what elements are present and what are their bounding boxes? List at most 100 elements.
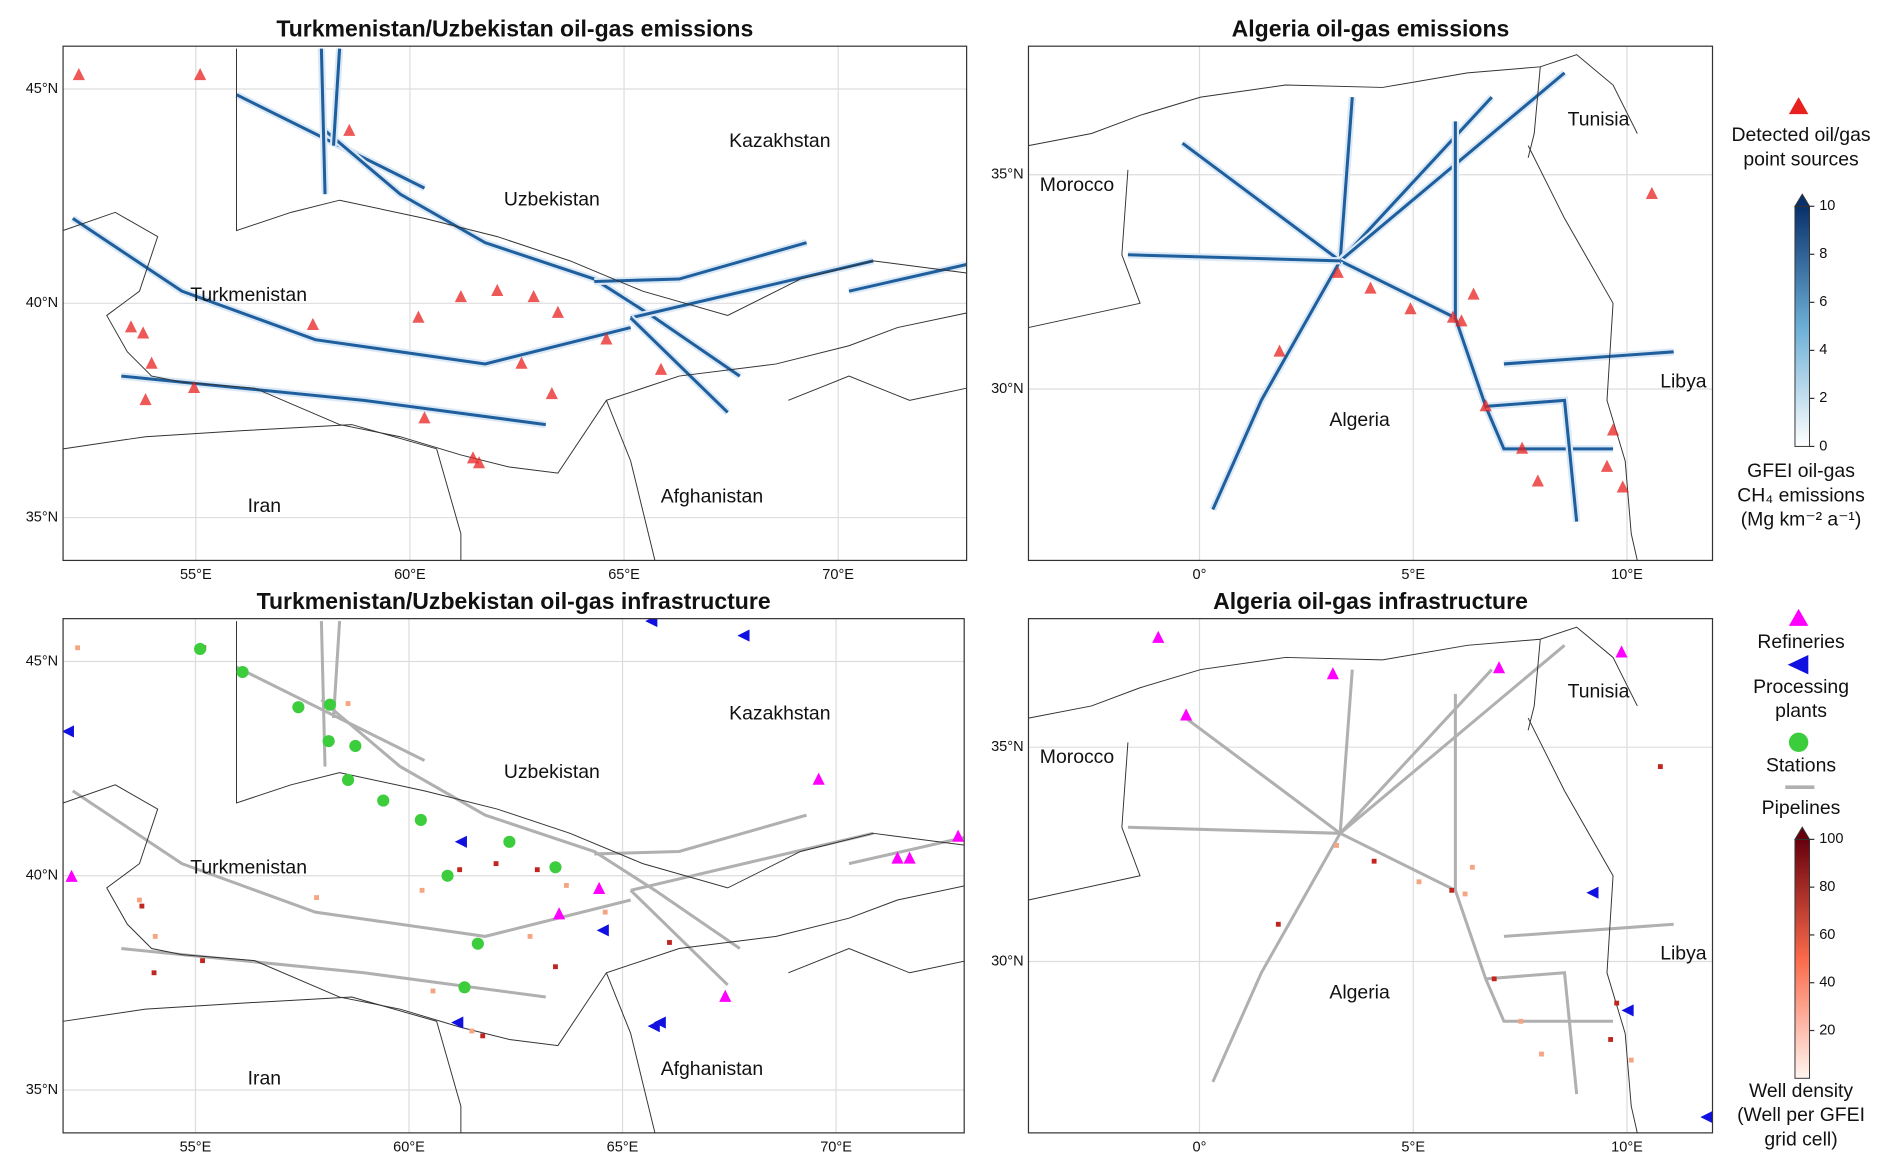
station [323, 698, 336, 711]
legend-label: Processing [1753, 676, 1849, 698]
refinery [952, 829, 965, 842]
point-source [654, 362, 668, 375]
well-cell [469, 1028, 475, 1034]
well-cell [563, 883, 569, 888]
panel-frame [62, 618, 965, 1134]
map-content [63, 46, 967, 561]
country-label: Libya [1660, 370, 1707, 392]
well-cell [1657, 764, 1663, 770]
well-cell [457, 867, 463, 873]
well-colorbar-extend [1794, 826, 1811, 840]
colorbar-tick-label: 4 [1819, 342, 1827, 358]
point-source [137, 326, 150, 339]
x-tick-label: 55°E [180, 567, 212, 583]
station [349, 739, 362, 753]
colorbar-tick-label: 2 [1819, 390, 1827, 406]
pipeline [1339, 644, 1566, 835]
pipeline [848, 263, 967, 293]
point-source [124, 320, 138, 333]
x-tick-label: 65°E [607, 1139, 639, 1155]
station [236, 665, 249, 679]
point-source [1467, 287, 1480, 300]
refinery [1152, 630, 1165, 643]
point-source [1331, 265, 1344, 278]
well-cell [152, 933, 158, 939]
point-source [1516, 441, 1529, 454]
country-border [1028, 169, 1141, 329]
legend-point-source [1788, 97, 1809, 115]
country-label: Iran [248, 495, 281, 517]
country-border [788, 948, 965, 974]
panel-title: Algeria oil-gas infrastructure [1213, 588, 1528, 614]
country-border [1527, 639, 1541, 731]
point-source [1616, 480, 1629, 493]
point-source [412, 310, 425, 323]
pipeline-halo [594, 239, 808, 286]
x-tick-label: 60°E [394, 567, 426, 583]
y-tick-label: 45°N [26, 653, 59, 669]
point-source [1645, 186, 1658, 200]
station [441, 869, 454, 882]
pipeline [594, 241, 807, 283]
station [194, 642, 207, 656]
map-panel: 55°E 60°E 65°E 70°E 35°N 40°N 45°N Kazakhstan Uz… [26, 588, 965, 1155]
colorbar-label: (Mg km⁻² a⁻¹) [1741, 509, 1862, 531]
point-source [491, 283, 504, 297]
refinery [1180, 708, 1193, 721]
country-label: Tunisia [1568, 108, 1630, 130]
well-cell [534, 867, 540, 873]
map-panel: 55°E 60°E 65°E 70°E 35°N 40°N 45°N Kazakhstan Uz… [26, 16, 968, 583]
point-source [1455, 314, 1468, 327]
colorbar-tick-label: 8 [1819, 246, 1827, 262]
country-label: Turkmenistan [190, 284, 307, 306]
pipeline [332, 48, 342, 146]
map-content [1028, 46, 1713, 561]
point-source [551, 305, 564, 318]
pipeline [1503, 350, 1674, 366]
country-label: Algeria [1329, 982, 1390, 1004]
panel-title: Turkmenistan/Uzbekistan oil-gas infrastr… [257, 588, 771, 614]
country-label: Uzbekistan [504, 761, 600, 783]
point-source [1479, 399, 1492, 412]
country-label: Iran [248, 1068, 281, 1090]
well-cell [1539, 1051, 1544, 1057]
processing-plant [63, 725, 74, 738]
well-cell [1491, 976, 1497, 982]
processing-plant [645, 618, 658, 628]
x-tick-label: 70°E [820, 1139, 852, 1155]
panel-frame [1027, 618, 1714, 1134]
pipeline [71, 217, 632, 366]
well-cell [1371, 858, 1377, 864]
well-cell [1614, 1000, 1620, 1006]
country-border [605, 972, 656, 1133]
pipeline [320, 126, 741, 378]
pipeline [1485, 971, 1579, 1095]
station [549, 861, 562, 874]
well-colorbar [1794, 838, 1811, 1079]
point-source [1600, 459, 1614, 472]
station [471, 937, 484, 950]
map-panel: 0° 5°E 10°E 30°N 35°N Tunisia Morocco Algeria Li… [991, 588, 1714, 1155]
point-source [306, 317, 319, 330]
well-cell [1416, 879, 1422, 885]
country-label: Tunisia [1568, 681, 1630, 703]
well-cell [1462, 891, 1468, 897]
point-source [473, 456, 486, 469]
point-source [139, 393, 152, 406]
colorbar-tick-label: 0 [1819, 438, 1827, 454]
point-source [72, 68, 85, 81]
pipeline [630, 831, 874, 892]
point-source [1404, 302, 1417, 315]
country-label: Turkmenistan [190, 857, 307, 879]
country-border [1527, 66, 1541, 158]
pipeline [630, 259, 874, 320]
refinery [1492, 661, 1506, 674]
well-cell [419, 887, 425, 893]
map-panel: 0° 5°E 10°E 30°N 35°N Tunisia Morocco Algeria Li… [991, 16, 1714, 583]
processing-plant [737, 629, 750, 642]
point-source [1606, 423, 1620, 436]
pipeline [319, 48, 327, 195]
pipeline [71, 789, 632, 938]
pipeline [1338, 669, 1354, 834]
colorbar-tick-label: 100 [1819, 831, 1843, 847]
